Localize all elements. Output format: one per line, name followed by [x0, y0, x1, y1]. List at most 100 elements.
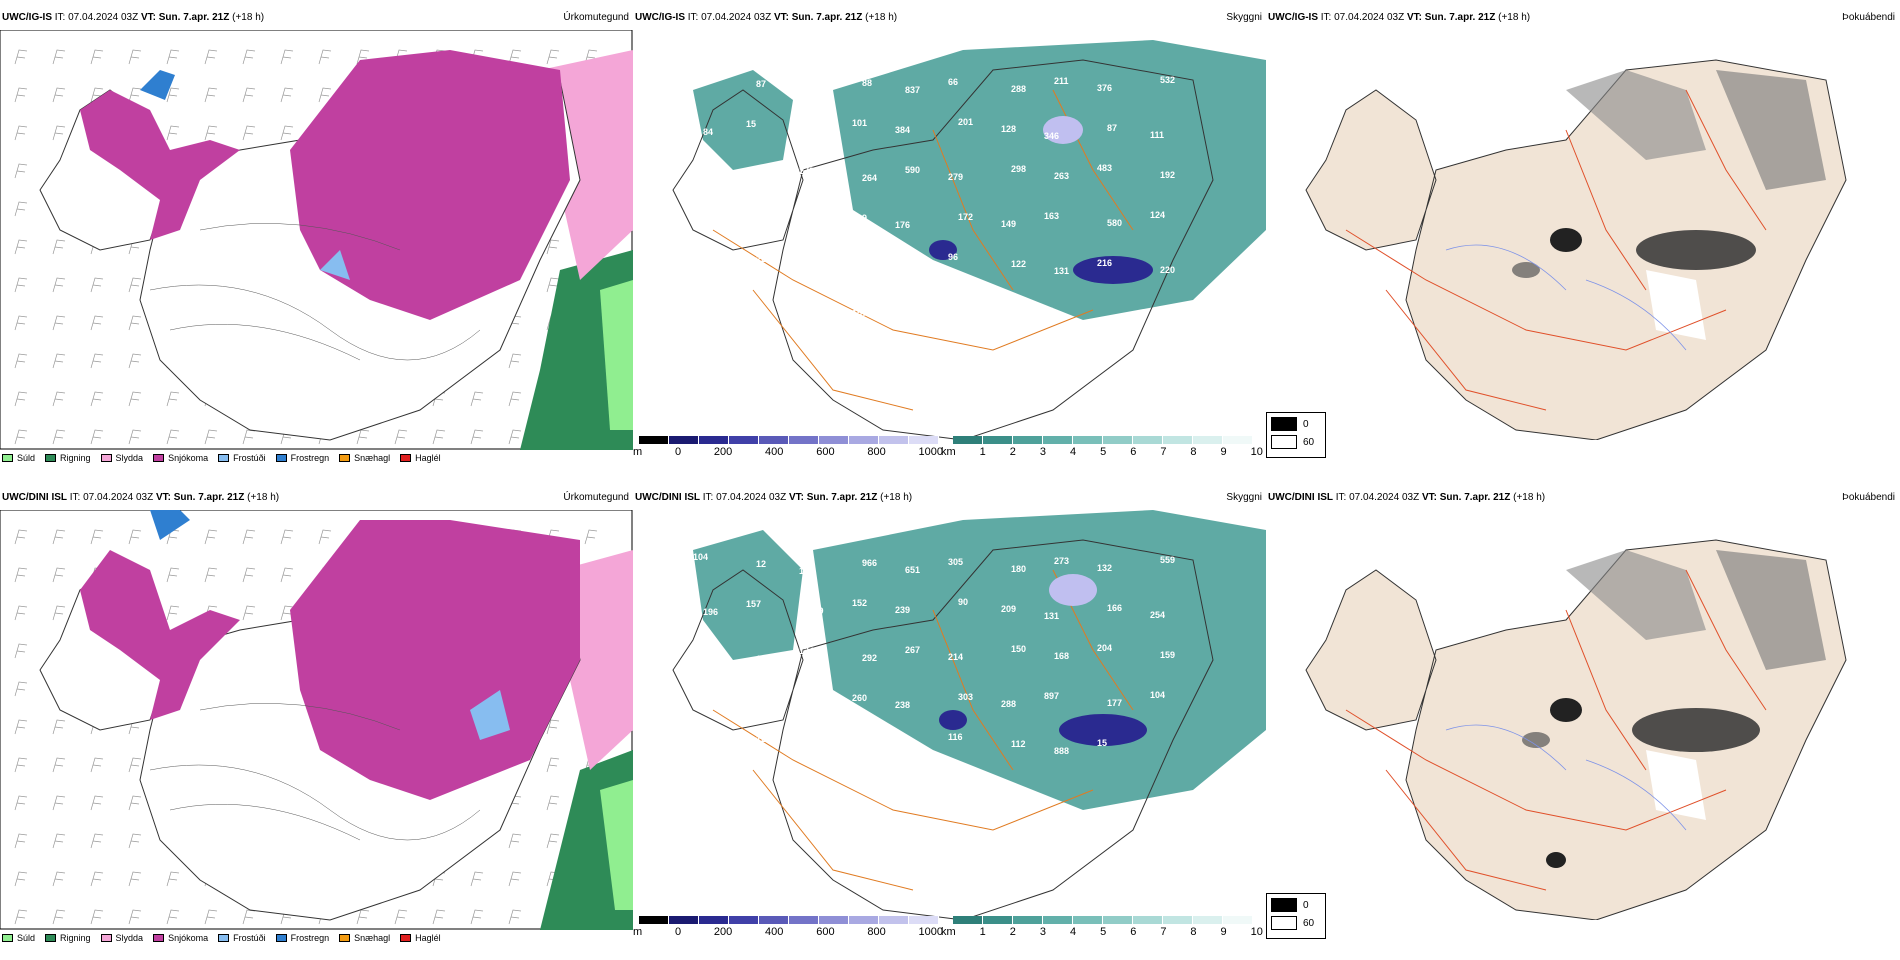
height-ticks: m 0 200 400 600 800 1000 — [633, 926, 943, 938]
precip-legend: Súld Rigning Slydda Snjókoma Frostúði Fr… — [2, 450, 441, 466]
height-label: 897 — [1044, 691, 1059, 701]
fog-panel-bottom: UWC/DINI ISL IT: 07.04.2024 03Z VT: Sun.… — [1266, 490, 1899, 960]
height-label: 159 — [1160, 650, 1175, 660]
wind-barb — [90, 49, 104, 65]
wind-barb — [242, 87, 256, 103]
height-label: 165 — [756, 174, 771, 184]
precip-map — [0, 510, 633, 930]
height-label: 87 — [1107, 123, 1117, 133]
height-label: 96 — [948, 252, 958, 262]
wind-barb — [280, 529, 294, 545]
wind-barb — [128, 391, 142, 407]
height-label: 87 — [756, 79, 766, 89]
legend-item: Frostúði — [218, 933, 266, 943]
wind-barb — [280, 605, 294, 621]
wind-barb — [14, 529, 28, 545]
height-label: 201 — [958, 117, 973, 127]
wind-barb — [52, 353, 66, 369]
wind-barb — [14, 909, 28, 925]
height-label: 101 — [693, 647, 708, 657]
wind-barb — [90, 87, 104, 103]
wind-barb — [14, 315, 28, 331]
wind-barb — [508, 353, 522, 369]
wind-barb — [204, 909, 218, 925]
height-label: 101 — [852, 118, 867, 128]
wind-barb — [356, 49, 370, 65]
height-label: 239 — [895, 605, 910, 615]
wind-barb — [508, 871, 522, 887]
cloud-panel-top: UWC/IG-IS IT: 07.04.2024 03Z VT: Sun. 7.… — [633, 10, 1266, 480]
wind-barb — [432, 429, 446, 445]
wind-barb — [394, 429, 408, 445]
height-label: 178 — [862, 253, 877, 263]
field-name: Skyggni — [1226, 12, 1262, 23]
field-name: Skyggni — [1226, 492, 1262, 503]
fog-map — [1305, 539, 1847, 920]
wind-barb — [14, 163, 28, 179]
legend-item: Snjókoma — [153, 453, 208, 463]
height-label: 837 — [905, 85, 920, 95]
wind-barb — [508, 49, 522, 65]
precip-map — [0, 30, 633, 450]
height-label: 273 — [1054, 556, 1069, 566]
wind-barb — [14, 239, 28, 255]
height-label: 384 — [895, 125, 910, 135]
height-label: 104 — [1150, 690, 1165, 700]
height-label: 122 — [1011, 259, 1026, 269]
height-label: 214 — [948, 652, 963, 662]
height-label: 149 — [1001, 219, 1016, 229]
wind-barb — [394, 909, 408, 925]
wind-barb — [166, 125, 180, 141]
height-label: 89 — [693, 742, 703, 752]
legend-item: Rigning — [45, 453, 91, 463]
legend-item: Haglél — [400, 453, 441, 463]
precip-legend: Súld Rigning Slydda Snjókoma Frostúði Fr… — [2, 930, 441, 946]
wind-barb — [128, 315, 142, 331]
legend-item: Rigning — [45, 933, 91, 943]
visibility-ticks: km 1 2 3 4 5 6 7 8 9 10 — [941, 446, 1263, 458]
height-label: 78 — [799, 86, 809, 96]
wind-barb — [546, 49, 560, 65]
wind-barb — [90, 353, 104, 369]
wind-barb — [128, 757, 142, 773]
wind-barb — [584, 49, 598, 65]
wind-barb — [52, 125, 66, 141]
height-label: 559 — [1160, 555, 1175, 565]
height-label: 209 — [1001, 604, 1016, 614]
wind-barb — [318, 529, 332, 545]
wind-barb — [508, 909, 522, 925]
height-label: 304 — [799, 741, 814, 751]
wind-barb — [204, 529, 218, 545]
wind-barb — [204, 125, 218, 141]
wind-barb — [14, 49, 28, 65]
height-label: 131 — [1054, 266, 1069, 276]
wind-barb — [470, 909, 484, 925]
height-label: 216 — [1097, 258, 1112, 268]
wind-barb — [128, 87, 142, 103]
panel-title: UWC/DINI ISL IT: 07.04.2024 03Z VT: Sun.… — [2, 492, 280, 503]
fog-map — [1305, 59, 1847, 440]
wind-barb — [128, 833, 142, 849]
height-label: 207 — [799, 261, 814, 271]
field-name: Þokuábendi — [1842, 12, 1895, 23]
wind-barb — [128, 795, 142, 811]
height-label: 180 — [1011, 564, 1026, 574]
height-label: 288 — [1001, 699, 1016, 709]
wind-barb — [52, 567, 66, 583]
height-label: 152 — [852, 598, 867, 608]
height-label: 204 — [1097, 643, 1112, 653]
wind-barb — [52, 239, 66, 255]
wind-barb — [52, 87, 66, 103]
height-label: 132 — [809, 221, 824, 231]
panel-title: UWC/IG-IS IT: 07.04.2024 03Z VT: Sun. 7.… — [1268, 12, 1531, 23]
height-ticks: m 0 200 400 600 800 1000 — [633, 446, 943, 458]
height-label: 197 — [746, 309, 761, 319]
height-label: 247 — [862, 733, 877, 743]
height-label: 104 — [693, 552, 708, 562]
height-label: 590 — [905, 165, 920, 175]
wind-barb — [584, 529, 598, 545]
height-label: 651 — [905, 565, 920, 575]
wind-barb — [128, 49, 142, 65]
wind-barb — [52, 49, 66, 65]
height-label: 150 — [1011, 644, 1026, 654]
